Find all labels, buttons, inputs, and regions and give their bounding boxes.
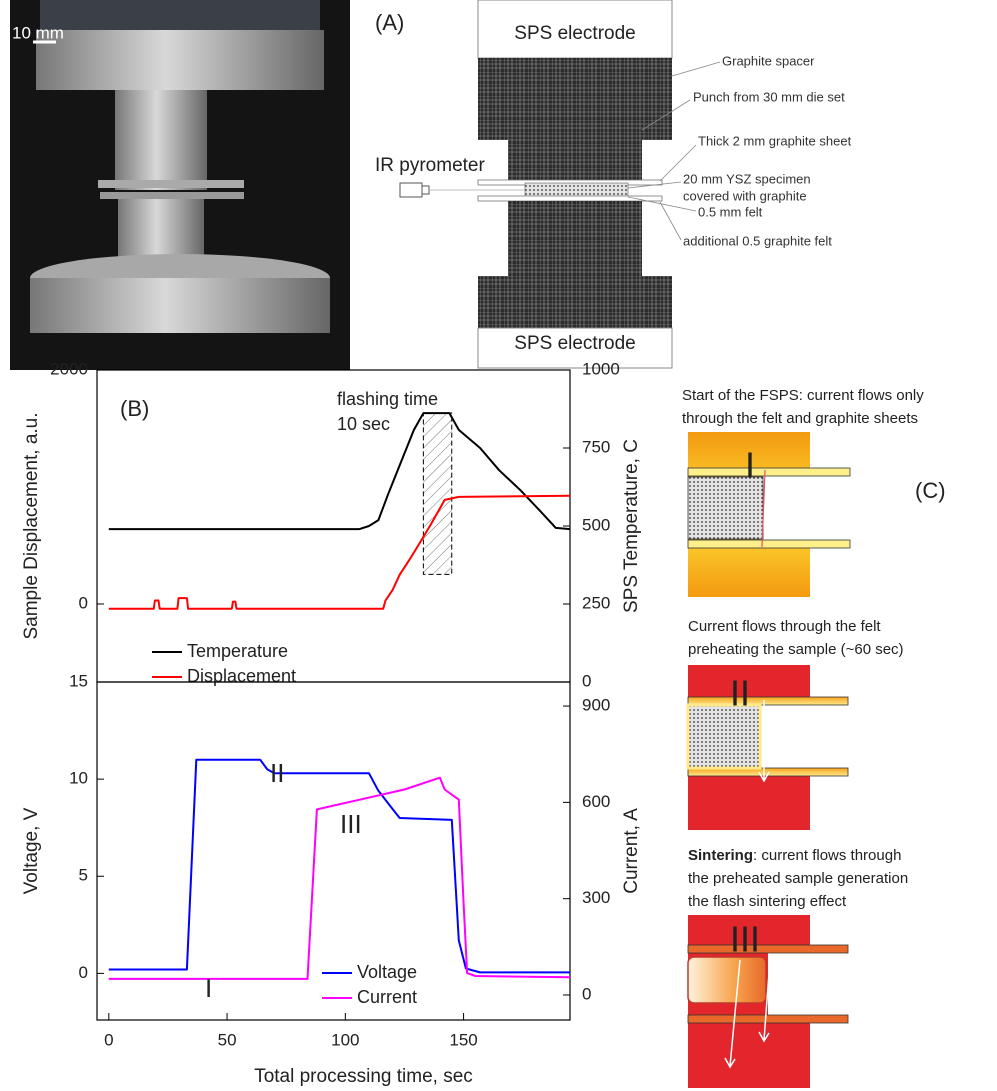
y2-tick-label: 500: [582, 515, 610, 534]
callout: covered with graphite: [683, 188, 807, 203]
callout: Thick 2 mm graphite sheet: [698, 133, 852, 148]
stage-caption: Start of the FSPS: current flows only: [682, 387, 924, 404]
y2-axis-label: SPS Temperature, C: [621, 439, 642, 613]
caption-lead: Sintering: [688, 847, 753, 864]
stage-caption: the flash sintering effect: [688, 893, 847, 910]
legend-label: Current: [357, 987, 417, 1007]
y-tick-label: 0: [79, 593, 88, 612]
photo: 10 mm: [10, 0, 350, 370]
x-tick-label: 100: [331, 1030, 359, 1049]
data-line: [108, 412, 571, 531]
panel-label: (C): [915, 478, 946, 503]
y2-tick-label: 600: [582, 792, 610, 811]
stage-caption: Current flows through the felt: [688, 618, 881, 635]
legend-label: Voltage: [357, 962, 417, 982]
data-line: [108, 494, 571, 610]
y-axis-label: Voltage, V: [21, 807, 42, 894]
plot-frame: [96, 369, 571, 683]
x-tick-label: 50: [218, 1030, 237, 1049]
x-tick-label: 0: [104, 1030, 113, 1049]
x-tick-label: 150: [449, 1030, 477, 1049]
stage-caption: through the felt and graphite sheets: [682, 410, 918, 427]
callout: Punch from 30 mm die set: [693, 89, 845, 104]
stage-numeral: II: [730, 673, 750, 714]
y-tick-label: 0: [79, 963, 88, 982]
stage-caption: preheating the sample (~60 sec): [688, 641, 904, 658]
y-tick-label: 5: [79, 866, 88, 885]
scale-bar-label: 10 mm: [12, 23, 64, 42]
setup-diagram: (A) SPS electrode SPS electrode IR pyrom…: [375, 0, 852, 369]
pyrometer-label: IR pyrometer: [375, 155, 485, 176]
x-axis-label: Total processing time, sec: [254, 1066, 473, 1087]
annotation: 10 sec: [337, 414, 390, 434]
callout: 20 mm YSZ specimen: [683, 171, 811, 186]
panel-label: (A): [375, 10, 404, 35]
stage-caption: Sintering: current flows through: [688, 847, 901, 864]
y2-tick-label: 300: [582, 888, 610, 907]
electrode-label: SPS electrode: [514, 333, 635, 354]
plot-frame: [96, 681, 571, 1021]
electrode-label: SPS electrode: [514, 23, 635, 44]
caption-text: : current flows through: [753, 847, 901, 864]
stages-panel: Start of the FSPS: current flows only th…: [682, 387, 946, 1088]
callout: 0.5 mm felt: [698, 204, 763, 219]
annotation: III: [340, 809, 362, 839]
stage-numeral: I: [745, 445, 755, 486]
y2-tick-label: 900: [582, 696, 610, 715]
annotation: II: [270, 758, 284, 788]
y-tick-label: 2000: [50, 359, 88, 378]
stage-caption: the preheated sample generation: [688, 870, 908, 887]
data-line: [108, 776, 571, 980]
legend-label: Displacement: [187, 666, 296, 686]
y-tick-label: 10: [69, 769, 88, 788]
annotation: I: [205, 973, 212, 1003]
stage-numeral: III: [730, 919, 760, 960]
flash-region: [422, 412, 453, 575]
y2-tick-label: 250: [582, 593, 610, 612]
panel-label: (B): [120, 396, 149, 421]
y-tick-label: 15: [69, 671, 88, 690]
annotation: flashing time: [337, 389, 438, 409]
y2-axis-label: Current, A: [621, 808, 642, 894]
callout: additional 0.5 graphite felt: [683, 233, 832, 248]
y-axis-label: Sample Displacement, a.u.: [21, 412, 42, 639]
y2-tick-label: 0: [582, 671, 591, 690]
legend-label: Temperature: [187, 641, 288, 661]
y2-tick-label: 1000: [582, 359, 620, 378]
data-line: [108, 758, 570, 974]
y2-tick-label: 750: [582, 437, 610, 456]
y2-tick-label: 0: [582, 984, 591, 1003]
callout: Graphite spacer: [722, 53, 815, 68]
